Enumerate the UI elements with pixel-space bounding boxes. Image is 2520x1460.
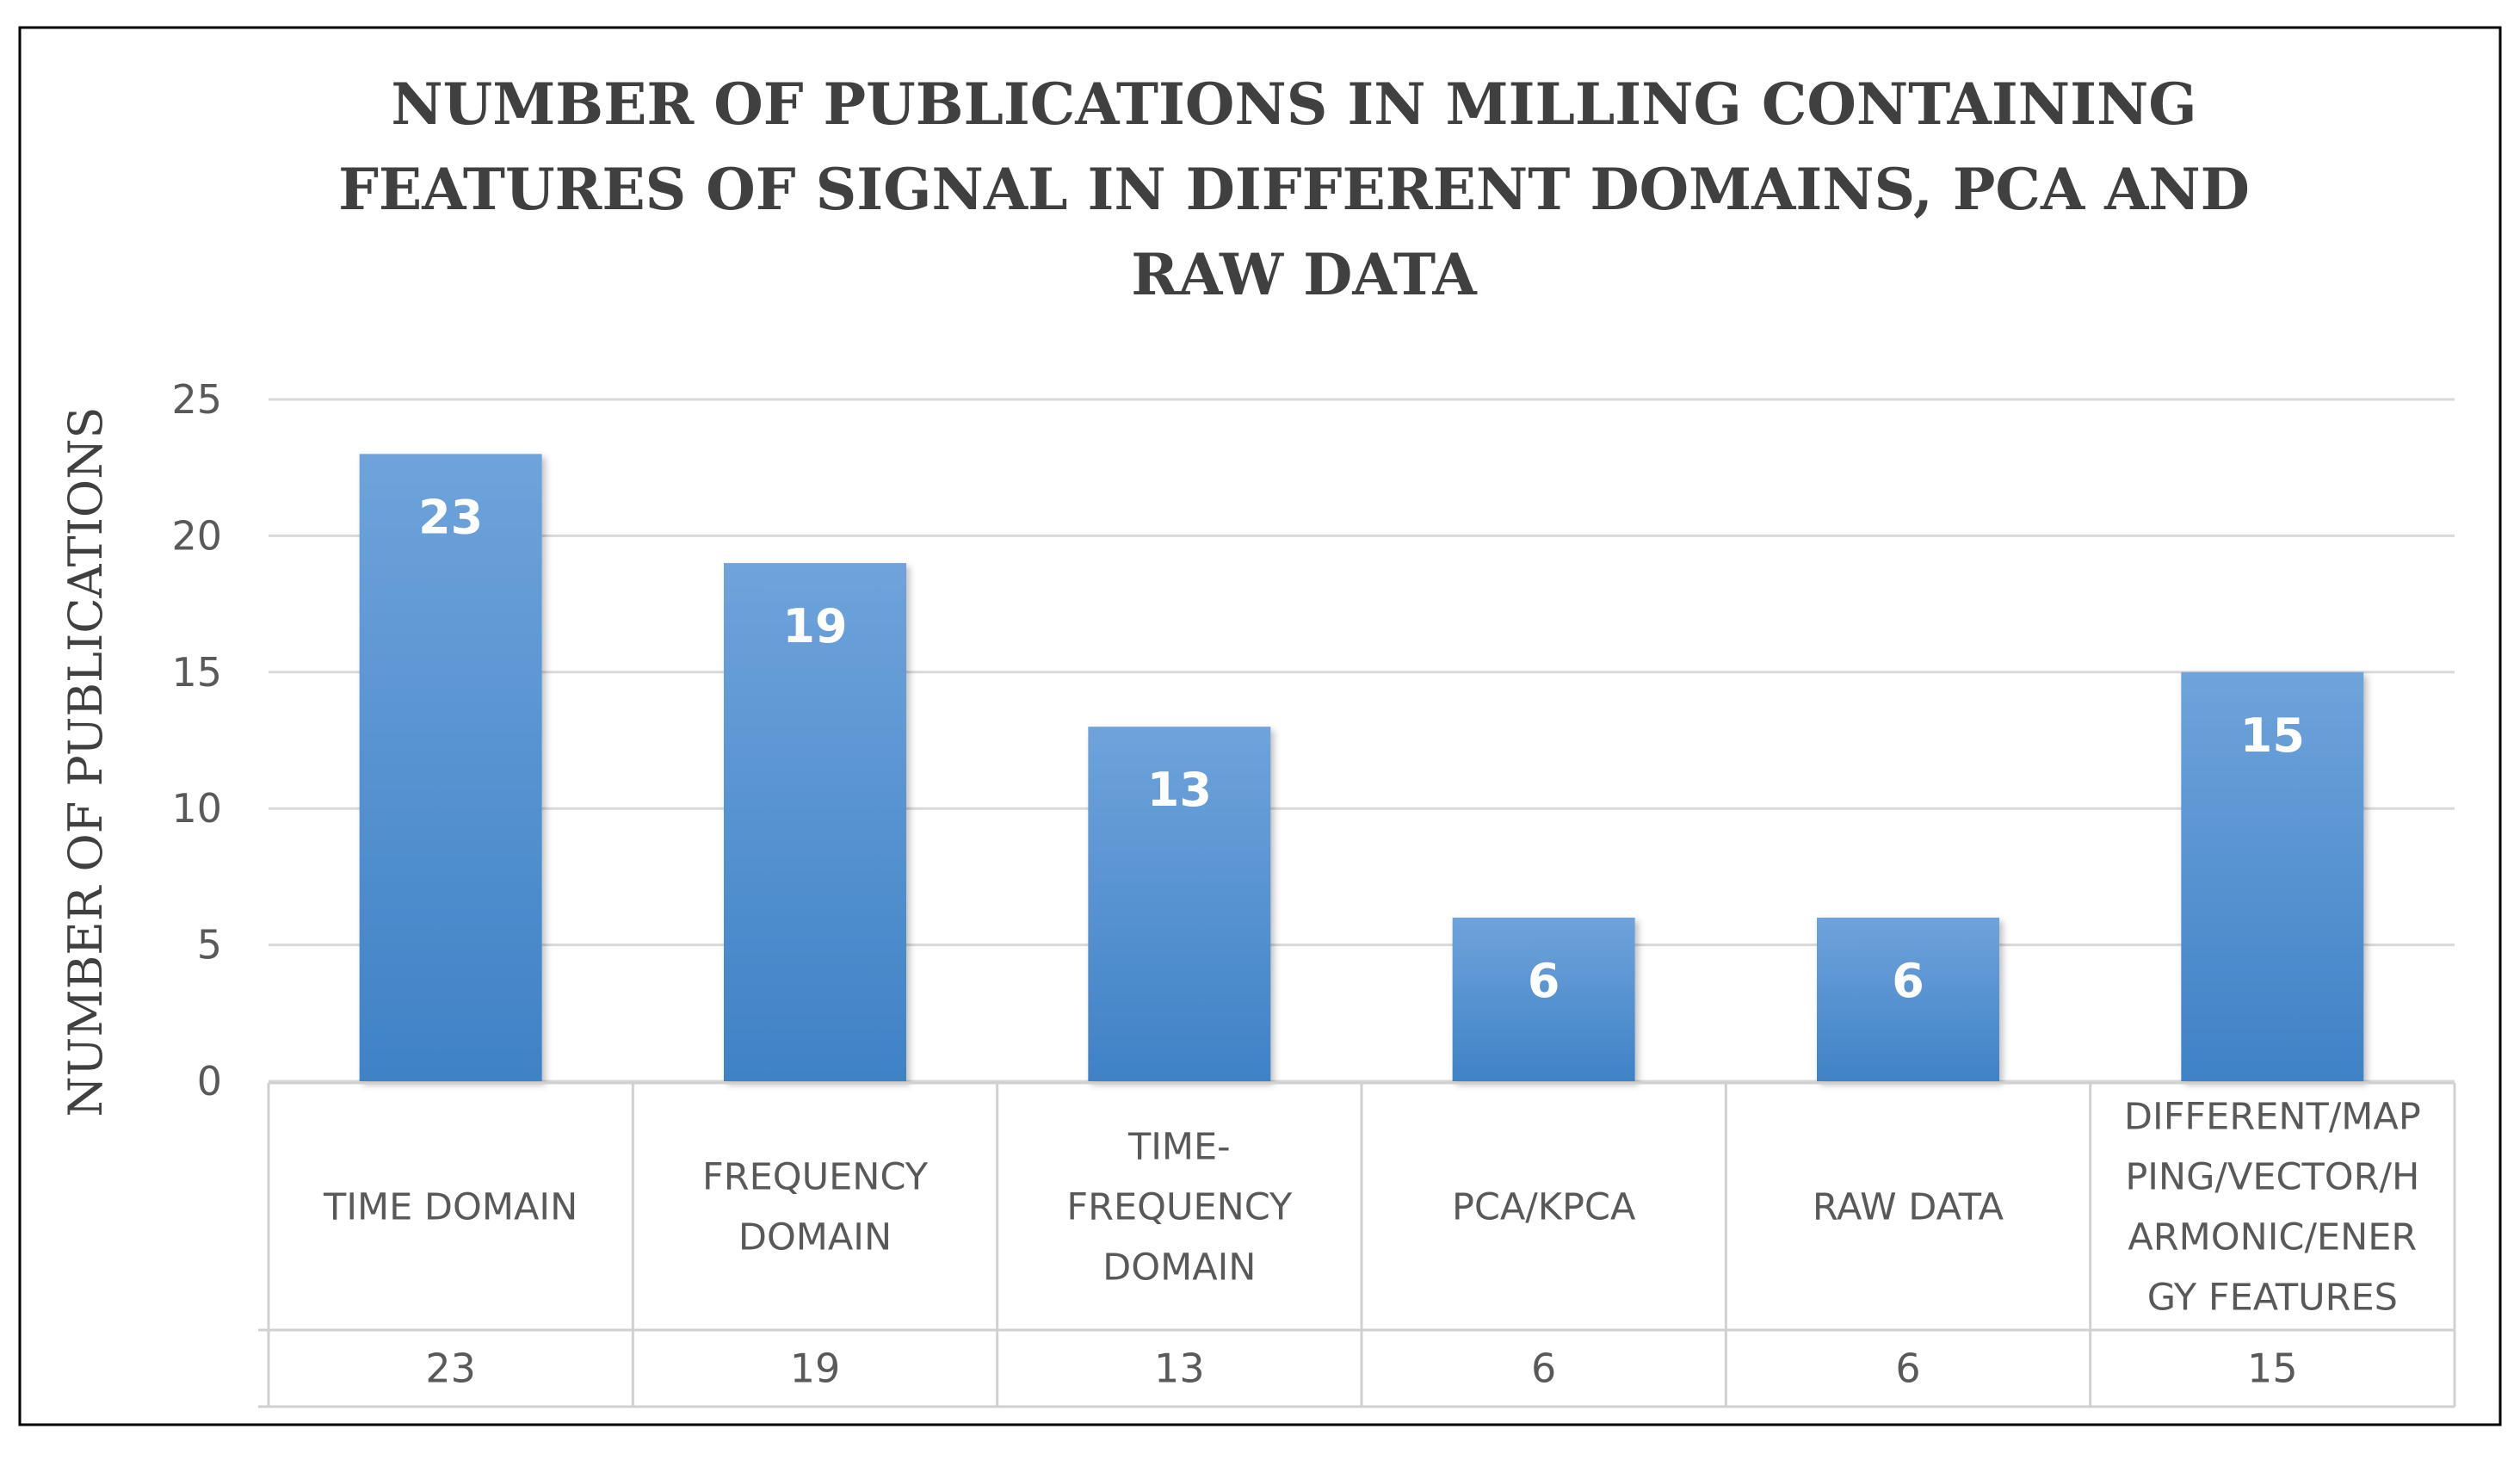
category-label: RAW DATA xyxy=(1813,1186,2004,1229)
bar-data-label: 6 xyxy=(1892,954,1924,1008)
bar-data-label: 19 xyxy=(782,599,847,653)
bar xyxy=(359,454,542,1081)
category-label-line: ARMONIC/ENER xyxy=(2128,1216,2417,1259)
title-line-1: NUMBER OF PUBLICATIONS IN MILLING CONTAI… xyxy=(391,71,2196,138)
category-label-line: GY FEATURES xyxy=(2147,1277,2398,1320)
bar xyxy=(2181,671,2364,1081)
y-axis-label: NUMBER OF PUBLICATIONS xyxy=(59,407,113,1117)
y-tick-label: 25 xyxy=(171,376,222,423)
category-label: DIFFERENT/MAP PING/VECTOR/H ARMONIC/ENER GY… xyxy=(2124,1096,2421,1320)
category-label: PCA/KPCA xyxy=(1452,1186,1636,1229)
data-table: TIME DOMAIN 23 FREQUENCY DOMAIN 19 TIME- FREQU… xyxy=(258,1081,2456,1408)
table-value: 6 xyxy=(1895,1346,1920,1392)
category-label: FREQUENCY DOMAIN xyxy=(702,1156,929,1259)
chart-title: NUMBER OF PUBLICATIONS IN MILLING CONTAI… xyxy=(338,71,2270,308)
bar xyxy=(1088,727,1271,1081)
gridlines xyxy=(269,398,2455,1083)
category-label-line: DOMAIN xyxy=(738,1216,892,1259)
bar-data-label: 13 xyxy=(1147,763,1212,817)
table-value: 13 xyxy=(1154,1346,1205,1392)
category-label-line: DIFFERENT/MAP xyxy=(2124,1096,2421,1139)
bar-data-label: 6 xyxy=(1528,954,1560,1008)
table-value: 15 xyxy=(2247,1346,2298,1392)
y-tick-label: 15 xyxy=(171,649,222,696)
category-label-line: PCA/KPCA xyxy=(1452,1186,1636,1229)
category-label: TIME- FREQUENCY DOMAIN xyxy=(1066,1126,1293,1290)
y-axis-ticks: 0 5 10 15 20 25 xyxy=(171,376,222,1104)
y-tick-label: 10 xyxy=(171,785,222,832)
category-label-line: DOMAIN xyxy=(1102,1247,1256,1290)
bar-data-label: 23 xyxy=(418,490,483,544)
category-label-line: FREQUENCY xyxy=(1066,1186,1293,1229)
category-label-line: TIME DOMAIN xyxy=(323,1186,578,1229)
category-label-line: TIME- xyxy=(1127,1126,1231,1169)
bar-data-label: 15 xyxy=(2240,708,2305,763)
category-label-line: PING/VECTOR/H xyxy=(2125,1156,2419,1199)
y-tick-label: 5 xyxy=(197,922,222,968)
category-label-line: RAW DATA xyxy=(1813,1186,2004,1229)
y-tick-label: 0 xyxy=(197,1058,222,1104)
table-value: 6 xyxy=(1531,1346,1556,1392)
category-label-line: FREQUENCY xyxy=(702,1156,929,1199)
title-line-2: FEATURES OF SIGNAL IN DIFFERENT DOMAINS,… xyxy=(338,156,2250,223)
table-value: 23 xyxy=(425,1346,476,1392)
title-line-3: RAW DATA xyxy=(1131,241,1477,308)
bar xyxy=(1452,917,1635,1081)
table-value: 19 xyxy=(790,1346,841,1392)
bar xyxy=(1817,917,1999,1081)
bars: 23 19 13 6 6 15 xyxy=(359,454,2364,1081)
category-label: TIME DOMAIN xyxy=(323,1186,578,1229)
y-tick-label: 20 xyxy=(171,512,222,559)
bar xyxy=(724,563,906,1081)
